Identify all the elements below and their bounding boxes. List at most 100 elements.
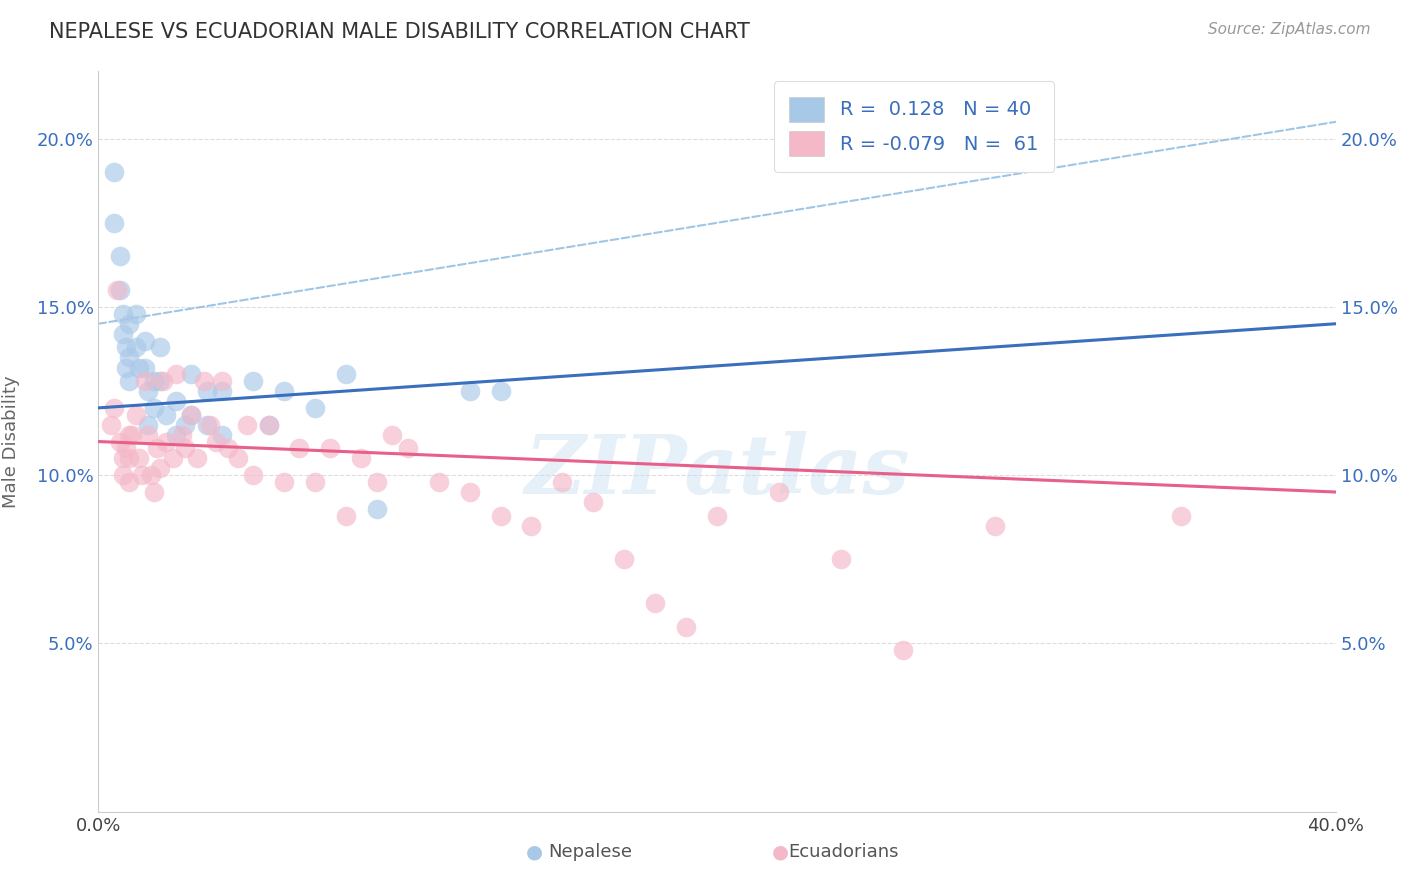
Point xyxy=(134,334,156,348)
Text: Nepalese: Nepalese xyxy=(548,843,633,861)
Point xyxy=(186,451,208,466)
Point xyxy=(195,384,218,398)
Point xyxy=(458,384,481,398)
Point xyxy=(118,475,141,489)
Point xyxy=(112,307,135,321)
Point xyxy=(366,501,388,516)
Point xyxy=(108,434,131,449)
Legend: R =  0.128   N = 40, R = -0.079   N =  61: R = 0.128 N = 40, R = -0.079 N = 61 xyxy=(773,81,1053,172)
Text: ●: ● xyxy=(526,842,543,862)
Point xyxy=(830,552,852,566)
Point xyxy=(134,360,156,375)
Point xyxy=(257,417,280,432)
Point xyxy=(891,643,914,657)
Point xyxy=(211,374,233,388)
Point xyxy=(118,317,141,331)
Point xyxy=(335,368,357,382)
Point xyxy=(180,408,202,422)
Point xyxy=(582,495,605,509)
Point xyxy=(193,374,215,388)
Point xyxy=(768,485,790,500)
Point xyxy=(273,475,295,489)
Point xyxy=(103,216,125,230)
Text: NEPALESE VS ECUADORIAN MALE DISABILITY CORRELATION CHART: NEPALESE VS ECUADORIAN MALE DISABILITY C… xyxy=(49,22,749,42)
Point xyxy=(319,442,342,456)
Point xyxy=(366,475,388,489)
Point xyxy=(489,384,512,398)
Text: Source: ZipAtlas.com: Source: ZipAtlas.com xyxy=(1208,22,1371,37)
Point xyxy=(211,427,233,442)
Point xyxy=(112,326,135,341)
Point xyxy=(136,417,159,432)
Point xyxy=(152,374,174,388)
Point xyxy=(706,508,728,523)
Point xyxy=(112,451,135,466)
Point xyxy=(162,451,184,466)
Point xyxy=(108,249,131,264)
Point xyxy=(134,374,156,388)
Point xyxy=(458,485,481,500)
Point xyxy=(143,401,166,415)
Text: ●: ● xyxy=(772,842,789,862)
Point xyxy=(149,374,172,388)
Point xyxy=(124,340,146,354)
Point xyxy=(121,427,143,442)
Point xyxy=(165,427,187,442)
Point xyxy=(273,384,295,398)
Point xyxy=(489,508,512,523)
Point xyxy=(211,384,233,398)
Point xyxy=(304,401,326,415)
Point xyxy=(143,485,166,500)
Point xyxy=(128,451,150,466)
Point xyxy=(115,360,138,375)
Point xyxy=(136,384,159,398)
Point xyxy=(136,427,159,442)
Point xyxy=(170,427,193,442)
Point xyxy=(335,508,357,523)
Point xyxy=(381,427,404,442)
Point xyxy=(103,165,125,179)
Y-axis label: Male Disability: Male Disability xyxy=(1,376,20,508)
Point xyxy=(105,283,128,297)
Point xyxy=(118,451,141,466)
Point xyxy=(155,408,177,422)
Point xyxy=(118,374,141,388)
Point xyxy=(100,417,122,432)
Point xyxy=(180,408,202,422)
Point xyxy=(613,552,636,566)
Point xyxy=(427,475,450,489)
Text: Ecuadorians: Ecuadorians xyxy=(789,843,898,861)
Point xyxy=(304,475,326,489)
Point xyxy=(236,417,259,432)
Point xyxy=(112,468,135,483)
Point xyxy=(149,461,172,475)
Point xyxy=(198,417,221,432)
Point xyxy=(124,307,146,321)
Point xyxy=(128,360,150,375)
Point xyxy=(217,442,239,456)
Point xyxy=(675,619,697,633)
Point xyxy=(115,340,138,354)
Point xyxy=(174,417,197,432)
Point xyxy=(165,394,187,409)
Point xyxy=(1170,508,1192,523)
Text: ZIPatlas: ZIPatlas xyxy=(524,431,910,511)
Point xyxy=(131,468,153,483)
Point xyxy=(180,368,202,382)
Point xyxy=(155,434,177,449)
Point xyxy=(551,475,574,489)
Point xyxy=(103,401,125,415)
Point xyxy=(520,518,543,533)
Point xyxy=(242,468,264,483)
Point xyxy=(165,368,187,382)
Point xyxy=(146,442,169,456)
Point xyxy=(288,442,311,456)
Point xyxy=(143,374,166,388)
Point xyxy=(644,596,666,610)
Point xyxy=(174,442,197,456)
Point xyxy=(149,340,172,354)
Point xyxy=(108,283,131,297)
Point xyxy=(139,468,162,483)
Point xyxy=(396,442,419,456)
Point xyxy=(118,351,141,365)
